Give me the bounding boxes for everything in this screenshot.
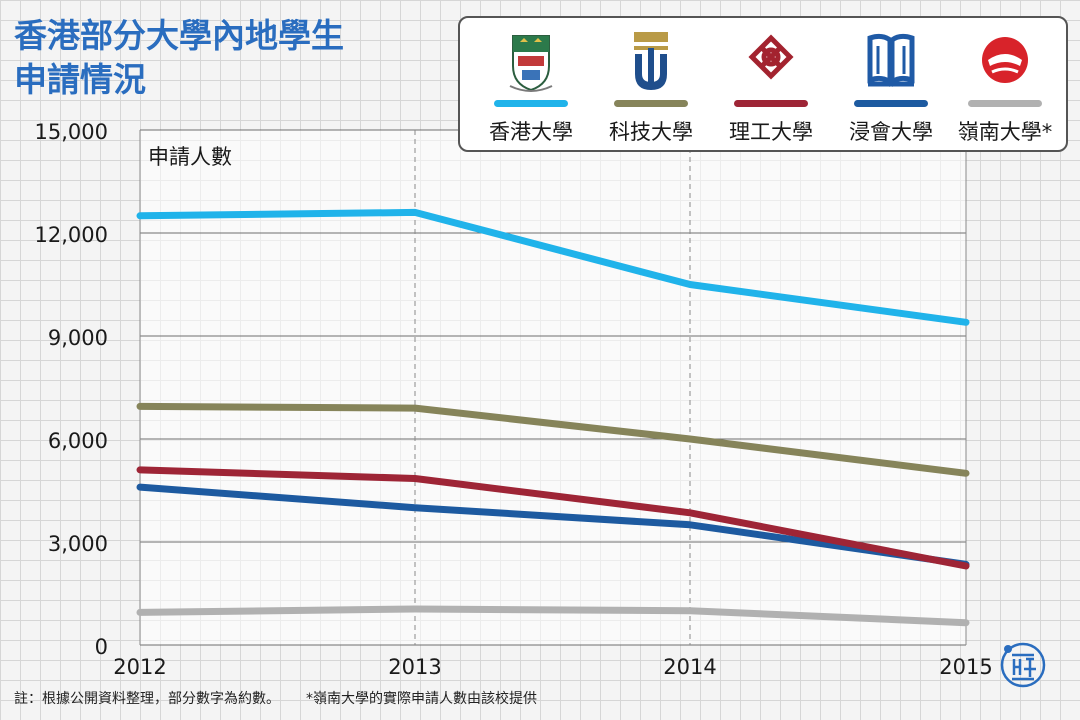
y-tick-label: 6,000	[48, 429, 108, 453]
chart-title: 香港部分大學內地學生 申請情況	[14, 14, 344, 102]
x-tick-label: 2015	[939, 655, 992, 679]
lingnan-seal-icon	[982, 37, 1028, 83]
legend-swatch-hkbu	[854, 100, 928, 107]
plot-area	[140, 130, 966, 645]
hku-crest-icon	[509, 35, 553, 92]
polyu-knot-icon	[748, 34, 794, 80]
hkbu-book-icon	[867, 33, 915, 87]
legend-swatch-hku	[494, 100, 568, 107]
x-tick-label: 2014	[663, 655, 716, 679]
legend-item-lingnan: 嶺南大學*	[946, 18, 1064, 150]
y-tick-label: 9,000	[48, 326, 108, 350]
legend-swatch-hkust	[614, 100, 688, 107]
publisher-logo-icon	[1000, 642, 1046, 688]
x-tick-label: 2012	[113, 655, 166, 679]
legend-item-hkbu: 浸會大學	[832, 18, 950, 150]
legend-label-polyu: 理工大學	[729, 120, 813, 144]
legend-label-hkbu: 浸會大學	[849, 120, 933, 144]
chart-title-line-1: 香港部分大學內地學生	[14, 16, 344, 55]
series-line	[136, 402, 970, 477]
legend-label-hkust: 科技大學	[609, 120, 693, 144]
legend: 香港大學 科技大學 理工大學 浸會大學	[458, 16, 1068, 152]
y-axis-label: 申請人數	[148, 145, 232, 169]
legend-item-hku: 香港大學	[472, 18, 590, 150]
legend-swatch-lingnan	[968, 100, 1042, 107]
series-line	[136, 605, 970, 627]
legend-label-lingnan: 嶺南大學*	[957, 120, 1053, 144]
axis-labels: 0 3,000 6,000 9,000 12,000 15,000 2012 2013 2014…	[35, 120, 993, 679]
x-tick-label: 2013	[388, 655, 441, 679]
y-tick-label: 3,000	[48, 532, 108, 556]
legend-item-hkust: 科技大學	[592, 18, 710, 150]
y-tick-label: 12,000	[35, 223, 108, 247]
legend-item-polyu: 理工大學	[712, 18, 830, 150]
footnote-note: 註：根據公開資料整理，部分數字為約數。	[14, 691, 280, 707]
series-line	[136, 466, 970, 570]
gridlines	[139, 129, 967, 646]
legend-swatch-polyu	[734, 100, 808, 107]
hkust-logo-icon	[634, 32, 668, 90]
series-line	[136, 483, 970, 568]
series-line	[136, 208, 970, 326]
footnote: 註：根據公開資料整理，部分數字為約數。 *嶺南大學的實際申請人數由該校提供	[14, 688, 537, 708]
series-lines	[136, 208, 970, 627]
footnote-lingnan: *嶺南大學的實際申請人數由該校提供	[306, 691, 537, 707]
y-tick-label: 15,000	[35, 120, 108, 144]
chart-title-line-2: 申請情況	[14, 60, 146, 99]
y-tick-label: 0	[95, 635, 108, 659]
legend-label-hku: 香港大學	[489, 120, 573, 144]
